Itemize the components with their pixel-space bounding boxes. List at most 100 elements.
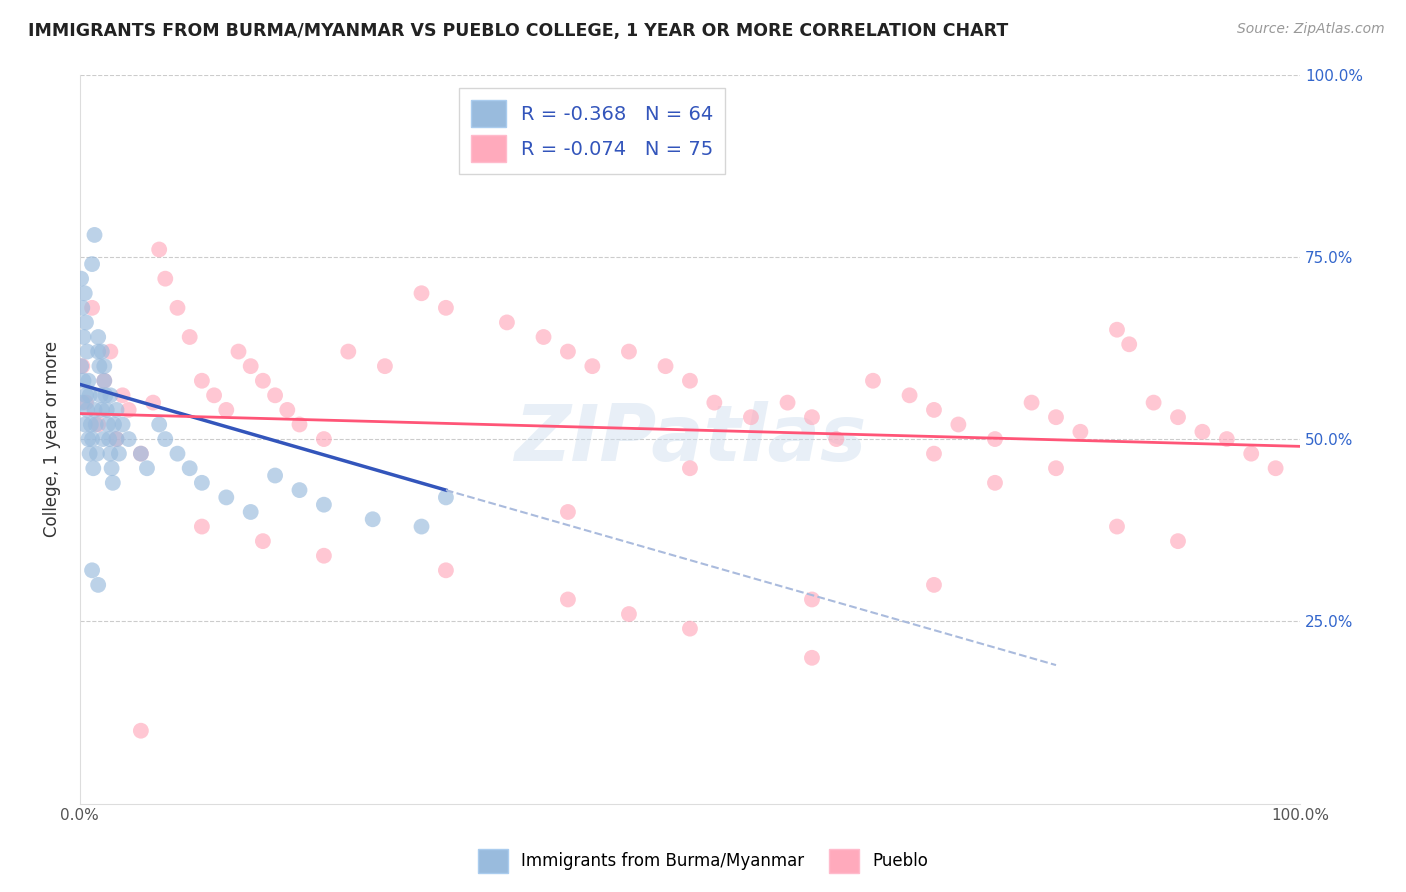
Point (581, 359, 603, 373)
Point (1045, 410, 1067, 425)
Point (105, 432, 128, 446)
Point (312, 498, 335, 512)
Point (83, 227, 105, 242)
Point (922, 447, 945, 461)
Point (75, 388, 97, 402)
Point (264, 388, 287, 402)
Point (374, 359, 396, 373)
Point (411, 519, 433, 533)
Point (898, 388, 921, 402)
Point (215, 403, 238, 417)
Point (166, 447, 188, 461)
Point (93, 374, 115, 388)
Point (1191, 425, 1213, 439)
Point (654, 359, 676, 373)
Point (434, 491, 457, 505)
Point (1167, 410, 1189, 425)
Point (80, 563, 103, 577)
Point (862, 374, 884, 388)
Point (679, 622, 702, 636)
Point (118, 403, 141, 417)
Point (155, 432, 177, 446)
Text: ZIPatlas: ZIPatlas (513, 401, 866, 477)
Point (679, 461, 702, 475)
Point (80, 257, 103, 271)
Point (148, 417, 170, 432)
Point (77, 374, 100, 388)
Point (94, 388, 117, 402)
Point (1264, 461, 1286, 475)
Point (1142, 395, 1164, 409)
Point (191, 475, 214, 490)
Point (73, 417, 96, 432)
Point (118, 432, 141, 446)
Point (142, 395, 165, 409)
Point (557, 344, 579, 359)
Point (87, 344, 110, 359)
Point (86, 447, 108, 461)
Point (89, 359, 111, 373)
Point (800, 650, 823, 665)
Point (101, 475, 124, 490)
Point (800, 410, 823, 425)
Point (228, 344, 250, 359)
Point (434, 563, 457, 577)
Point (1021, 395, 1043, 409)
Point (93, 359, 115, 373)
Point (105, 432, 128, 446)
Point (312, 432, 335, 446)
Point (740, 410, 762, 425)
Point (252, 374, 274, 388)
Point (948, 417, 970, 432)
Text: IMMIGRANTS FROM BURMA/MYANMAR VS PUEBLO COLLEGE, 1 YEAR OR MORE CORRELATION CHAR: IMMIGRANTS FROM BURMA/MYANMAR VS PUEBLO … (28, 22, 1008, 40)
Point (264, 468, 287, 483)
Point (202, 388, 225, 402)
Point (84, 417, 107, 432)
Point (361, 512, 384, 526)
Point (1105, 519, 1128, 533)
Point (1216, 432, 1239, 446)
Point (75, 395, 97, 409)
Point (239, 505, 262, 519)
Legend: R = -0.368   N = 64, R = -0.074   N = 75: R = -0.368 N = 64, R = -0.074 N = 75 (460, 88, 725, 174)
Point (129, 447, 152, 461)
Point (1118, 337, 1140, 351)
Point (179, 330, 201, 344)
Point (76, 344, 98, 359)
Point (72, 359, 94, 373)
Point (337, 344, 360, 359)
Text: Source: ZipAtlas.com: Source: ZipAtlas.com (1237, 22, 1385, 37)
Point (679, 374, 702, 388)
Point (434, 301, 457, 315)
Point (191, 374, 214, 388)
Point (98, 432, 121, 446)
Point (155, 271, 177, 285)
Point (179, 461, 201, 475)
Point (87, 330, 110, 344)
Point (557, 505, 579, 519)
Point (100, 447, 122, 461)
Point (276, 403, 298, 417)
Point (100, 388, 122, 402)
Point (83, 403, 105, 417)
Point (166, 301, 188, 315)
Point (111, 417, 134, 432)
Point (103, 417, 125, 432)
Point (148, 243, 170, 257)
Point (70, 359, 93, 373)
Point (108, 447, 131, 461)
Point (1240, 447, 1263, 461)
Point (72, 301, 94, 315)
Point (136, 461, 159, 475)
Point (93, 374, 115, 388)
Point (77, 432, 100, 446)
Point (776, 395, 799, 409)
Point (82, 461, 104, 475)
Point (87, 578, 110, 592)
Point (703, 395, 725, 409)
Point (87, 417, 110, 432)
Point (90, 344, 112, 359)
Point (411, 286, 433, 301)
Point (129, 723, 152, 738)
Point (75, 315, 97, 329)
